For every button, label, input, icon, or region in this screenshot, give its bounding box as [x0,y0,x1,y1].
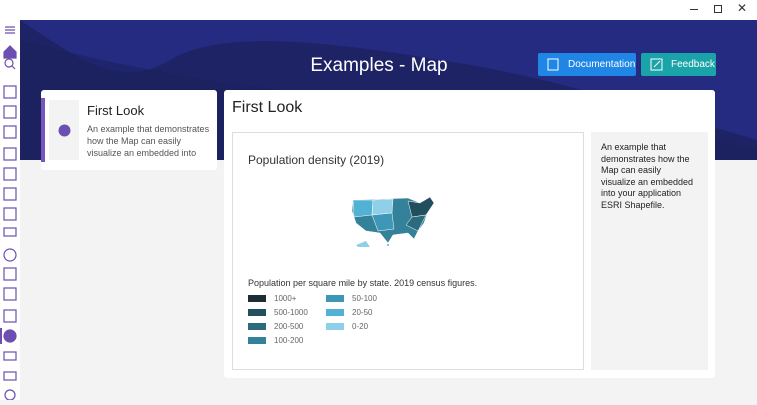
us-map [351,196,435,247]
legend-label: 500-1000 [274,308,308,317]
sidebar [0,20,20,401]
map-box: Population density (2019) Population per… [232,132,584,370]
card-description: An example that demonstrates how the Map… [87,124,210,158]
close[interactable]: ✕ [737,1,748,15]
legend-label: 0-20 [352,322,369,331]
sidebar-icons [0,26,17,401]
feedback-button[interactable]: Feedback [641,53,716,76]
map-title: Population density (2019) [248,153,385,167]
legend-swatch [248,295,266,302]
minimize[interactable] [690,9,698,10]
main-panel: First Look Population density (2019) Pop… [224,90,715,378]
legend-label: 200-500 [274,322,304,331]
legend-label: 20-50 [352,308,373,317]
page-title: Examples - Map [310,55,448,76]
legend-swatch [326,323,344,330]
button-label: Feedback [671,59,715,70]
documentation-button[interactable]: Documentation [538,53,636,76]
description: An example that demonstrates how the Map… [601,142,694,210]
legend: 1000+ 500-1000 200-500 100-200 50-100 20-50 0-… [248,291,448,361]
legend-swatch [326,309,344,316]
selection-bar [41,98,45,162]
legend-swatch [248,337,266,344]
map-caption: Population per square mile by state. 201… [248,278,478,288]
panel-title: First Look [232,99,303,116]
legend-label: 100-200 [274,336,304,345]
legend-swatch [248,309,266,316]
legend-label: 50-100 [352,294,377,303]
example-card[interactable]: First Look An example that demonstrates … [41,90,217,170]
legend-label: 1000+ [274,294,297,303]
card-icon-box [49,100,79,160]
maximize[interactable] [714,5,722,13]
button-label: Documentation [568,59,636,70]
globe-icon [58,124,71,137]
legend-swatch [326,295,344,302]
legend-swatch [248,323,266,330]
description-box: An example that demonstrates how the Map… [591,132,708,370]
card-title: First Look [87,103,145,118]
title-bar: ✕ [0,0,757,20]
